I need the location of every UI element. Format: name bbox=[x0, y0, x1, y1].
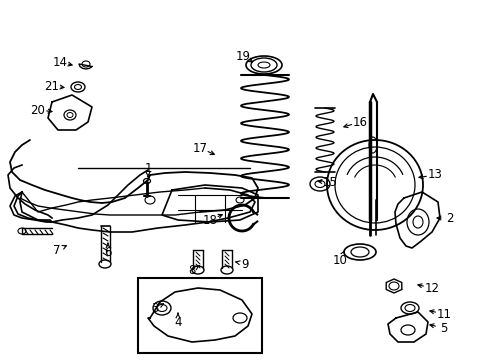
Text: 15: 15 bbox=[322, 175, 337, 189]
Text: 8: 8 bbox=[188, 264, 195, 276]
Text: 9: 9 bbox=[241, 257, 248, 270]
Text: 14: 14 bbox=[52, 55, 67, 68]
Text: 16: 16 bbox=[352, 116, 367, 129]
Text: 10: 10 bbox=[332, 253, 347, 266]
Text: 13: 13 bbox=[427, 168, 442, 181]
Text: 19: 19 bbox=[235, 49, 250, 63]
Bar bbox=[138, 278, 262, 353]
Text: 5: 5 bbox=[439, 321, 447, 334]
Text: 7: 7 bbox=[53, 243, 61, 256]
Text: 1: 1 bbox=[144, 162, 151, 175]
Text: 12: 12 bbox=[424, 282, 439, 294]
Text: 21: 21 bbox=[44, 80, 60, 93]
Text: 17: 17 bbox=[192, 141, 207, 154]
Text: 2: 2 bbox=[446, 211, 453, 225]
Text: 6: 6 bbox=[104, 246, 112, 258]
Text: 18: 18 bbox=[202, 213, 217, 226]
Text: 4: 4 bbox=[174, 315, 182, 328]
Text: 20: 20 bbox=[30, 104, 45, 117]
Text: 3: 3 bbox=[151, 302, 159, 315]
Text: 11: 11 bbox=[436, 307, 450, 320]
